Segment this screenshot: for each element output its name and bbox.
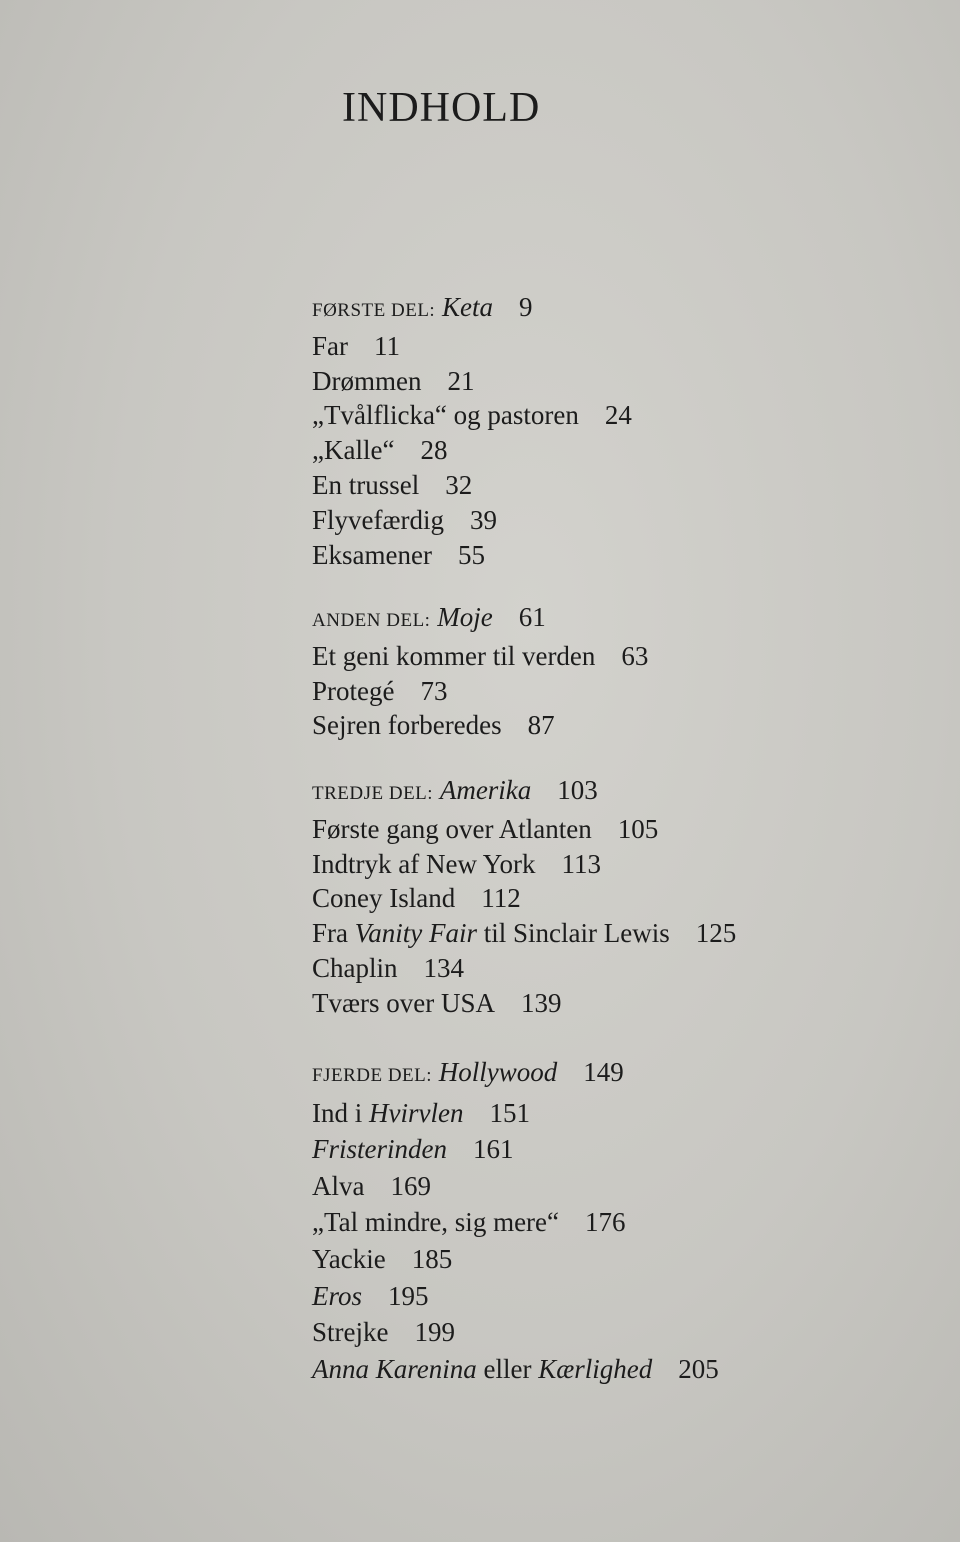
toc-entry: Coney Island 112 (312, 881, 736, 916)
entry-title: Tværs over USA (312, 987, 495, 1018)
toc-entry: Fristerinden 161 (312, 1131, 719, 1168)
entry-title: eller (476, 1353, 539, 1384)
section-label: TREDJE DEL: (312, 783, 434, 804)
section-heading: FJERDE DEL: Hollywood 149 (312, 1054, 719, 1095)
entry-title: Alva (312, 1170, 365, 1201)
toc-entry: Strejke 199 (312, 1314, 719, 1351)
entry-title: Chaplin (312, 952, 398, 983)
section-label: FØRSTE DEL: (312, 300, 436, 321)
toc-entry: Fra Vanity Fair til Sinclair Lewis 125 (312, 916, 736, 951)
entry-title: Anna Karenina (312, 1353, 477, 1384)
page-number: 151 (489, 1097, 530, 1128)
section-label: ANDEN DEL: (312, 610, 431, 631)
page-number: 9 (518, 292, 533, 322)
page-number: 139 (521, 987, 562, 1018)
section-heading: TREDJE DEL: Amerika 103 (312, 773, 736, 812)
section-name: Keta (441, 292, 493, 322)
toc-entry: Protegé 73 (312, 674, 648, 709)
toc-entry: „Kalle“ 28 (312, 433, 632, 468)
page-number: 73 (420, 675, 448, 706)
page-number: 199 (414, 1317, 455, 1348)
entry-title: Vanity Fair (354, 918, 477, 949)
page-number: 169 (390, 1170, 431, 1201)
toc-section: ANDEN DEL: Moje 61 Et geni kommer til verd… (312, 600, 648, 743)
entry-title: Far (312, 330, 348, 361)
entry-title: „Tal mindre, sig mere“ (312, 1207, 560, 1238)
toc-entry: Far 11 (312, 329, 632, 364)
page-number: 112 (481, 883, 521, 914)
page-number: 185 (411, 1243, 453, 1274)
toc-entry: Drømmen 21 (312, 364, 632, 399)
entry-title: Sejren forberedes (312, 710, 502, 741)
toc-entry: Et geni kommer til verden 63 (312, 639, 648, 674)
entry-title: Fristerinden (312, 1134, 447, 1165)
entry-title: „Kalle“ (312, 435, 395, 466)
page-number: 195 (388, 1280, 429, 1311)
toc-entry: Yackie 185 (312, 1241, 719, 1278)
page-number: 39 (470, 504, 497, 535)
page-number: 103 (557, 775, 598, 805)
page-number: 21 (447, 365, 475, 396)
entry-title: Kærlighed (538, 1353, 653, 1384)
entry-title: Første gang over Atlanten (312, 813, 592, 844)
entry-title: Indtryk af New York (312, 848, 536, 879)
page-number: 134 (423, 952, 465, 983)
toc-entry: Tværs over USA 139 (312, 986, 736, 1021)
page-number: 205 (678, 1353, 719, 1384)
entry-title: Drømmen (312, 365, 422, 396)
toc-section: FØRSTE DEL: Keta 9 Far 11 Drømmen 21 „Tvålflic… (312, 290, 632, 572)
toc-entry: Chaplin 134 (312, 951, 736, 986)
section-label: FJERDE DEL: (312, 1065, 433, 1086)
entry-title: Yackie (312, 1243, 386, 1274)
toc-entry: Alva 169 (312, 1168, 719, 1205)
section-heading: ANDEN DEL: Moje 61 (312, 600, 648, 639)
entry-title: Strejke (312, 1317, 389, 1348)
toc-entry: Første gang over Atlanten 105 (312, 812, 736, 847)
toc-entry: Ind i Hvirvlen 151 (312, 1095, 719, 1132)
page-number: 55 (457, 539, 485, 570)
section-name: Hollywood (438, 1057, 558, 1087)
entry-title: Flyvefærdig (312, 504, 444, 535)
entry-title: „Tvålflicka“ og pastoren (312, 400, 579, 431)
toc-entry: Anna Karenina eller Kærlighed 205 (312, 1351, 719, 1388)
page-number: 125 (695, 918, 737, 949)
toc-entry: En trussel 32 (312, 468, 632, 503)
section-name: Moje (437, 602, 493, 632)
page-number: 176 (585, 1207, 626, 1238)
page-number: 61 (518, 602, 546, 632)
toc-section: TREDJE DEL: Amerika 103 Første gang over A… (312, 773, 736, 1021)
toc-entry: Sejren forberedes 87 (312, 708, 648, 743)
section-heading: FØRSTE DEL: Keta 9 (312, 290, 632, 329)
entry-title: Coney Island (312, 883, 456, 914)
page-number: 149 (583, 1057, 624, 1087)
toc-entry: „Tvålflicka“ og pastoren 24 (312, 398, 632, 433)
toc-entry: Flyvefærdig 39 (312, 503, 632, 538)
toc-entry: Eksamener 55 (312, 538, 632, 573)
entry-title: Hvirvlen (369, 1097, 464, 1128)
page-number: 105 (617, 813, 659, 844)
entry-title: Et geni kommer til verden (312, 640, 596, 671)
entry-title: Eros (312, 1280, 363, 1311)
page-number: 11 (374, 330, 400, 361)
page-number: 24 (604, 400, 632, 431)
page-number: 63 (621, 640, 649, 671)
toc-section: FJERDE DEL: Hollywood 149 Ind i Hvirvlen 15… (312, 1054, 719, 1387)
page-number: 28 (420, 435, 448, 466)
toc-entry: „Tal mindre, sig mere“ 176 (312, 1204, 719, 1241)
entry-title: til Sinclair Lewis (477, 918, 670, 949)
page-number: 161 (473, 1134, 514, 1165)
page-number: 113 (561, 848, 601, 879)
entry-title: Ind i (312, 1097, 369, 1128)
entry-title: Eksamener (312, 539, 432, 570)
entry-title: Protegé (312, 675, 395, 706)
entry-title: Fra (312, 918, 355, 949)
page-number: 32 (445, 469, 473, 500)
page-number: 87 (527, 710, 555, 741)
section-name: Amerika (439, 775, 532, 805)
page-title: INDHOLD (342, 85, 541, 131)
toc-entry: Indtryk af New York 113 (312, 847, 736, 882)
entry-title: En trussel (312, 469, 420, 500)
toc-entry: Eros 195 (312, 1278, 719, 1315)
